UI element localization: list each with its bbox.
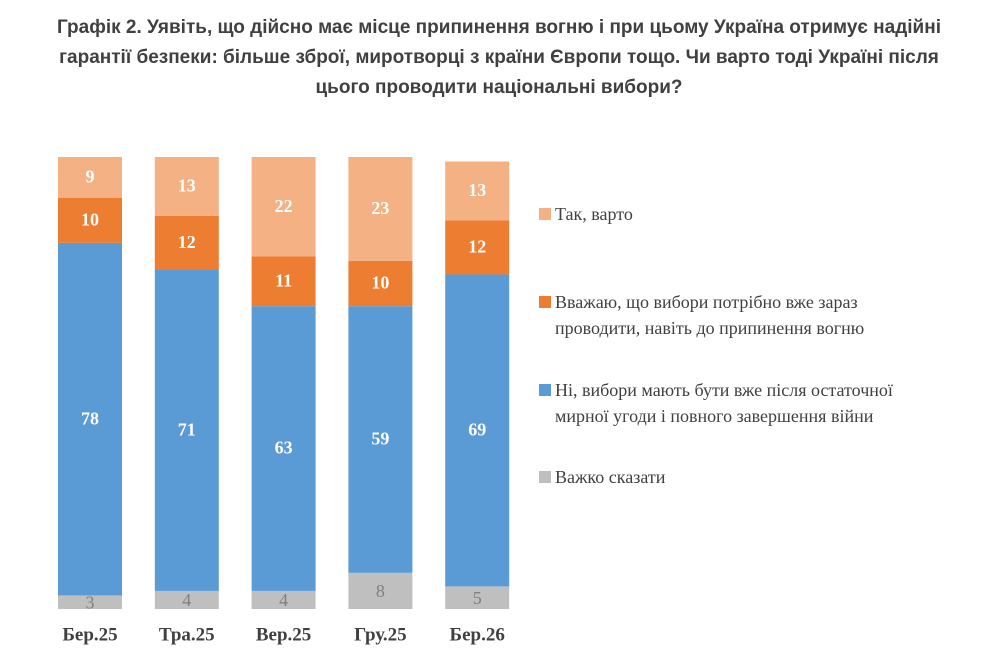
bar-segment <box>58 242 122 596</box>
value-label: 59 <box>371 429 389 449</box>
x-tick-label: Гру.25 <box>354 624 407 645</box>
bar-segment <box>251 306 316 591</box>
bar-segment <box>154 215 219 270</box>
value-label: 23 <box>371 198 389 218</box>
value-label: 71 <box>178 420 196 440</box>
bar-segment <box>58 197 122 243</box>
bar-segment <box>251 157 316 257</box>
value-label: 4 <box>182 590 191 610</box>
x-tick-label: Бер.26 <box>450 624 505 645</box>
x-tick-label: Вер.25 <box>256 624 311 645</box>
bar-segment <box>348 306 413 573</box>
bar-segment <box>251 256 316 307</box>
value-label: 69 <box>468 420 486 440</box>
legend-swatch <box>539 208 551 220</box>
value-label: 13 <box>468 180 486 200</box>
bar-segment <box>58 595 122 609</box>
value-label: 22 <box>275 196 293 216</box>
value-label: 5 <box>473 588 482 608</box>
x-tick-label: Бер.25 <box>62 624 117 645</box>
bar-segment <box>348 157 413 261</box>
bar-segment <box>445 220 510 275</box>
bar-segment <box>58 157 122 198</box>
value-label: 78 <box>81 408 99 428</box>
bar-segment <box>445 161 510 221</box>
legend-label: Ні, вибори мають бути вже після остаточн… <box>555 380 893 426</box>
legend-swatch <box>539 384 551 396</box>
legend-label: Так, варто <box>555 204 633 224</box>
bar-segment <box>154 590 219 609</box>
value-label: 10 <box>371 273 389 293</box>
legend-label: Вважаю, що вибори потрібно вже зараз про… <box>555 292 865 338</box>
x-tick-label: Тра.25 <box>159 624 215 645</box>
legend-swatch <box>539 471 551 483</box>
bar-segment <box>348 260 413 307</box>
bar-segment <box>154 157 219 216</box>
value-label: 63 <box>275 438 293 458</box>
value-label: 9 <box>86 166 95 186</box>
value-label: 10 <box>81 209 99 229</box>
bar-segment <box>251 590 316 609</box>
bar-segment <box>445 274 510 587</box>
value-label: 12 <box>178 232 196 252</box>
value-label: 8 <box>376 581 385 601</box>
legend-swatch <box>539 296 551 308</box>
value-label: 3 <box>86 592 95 612</box>
value-label: 4 <box>279 590 288 610</box>
bar-segment <box>154 270 219 591</box>
bar-segment <box>445 586 510 609</box>
bar-segment <box>348 572 413 609</box>
value-label: 13 <box>178 176 196 196</box>
value-label: 11 <box>275 270 292 290</box>
legend-label: Важко сказати <box>555 467 666 487</box>
value-label: 12 <box>468 237 486 257</box>
chart-title: Графік 2. Уявіть, що дійсно має місце пр… <box>57 17 941 98</box>
